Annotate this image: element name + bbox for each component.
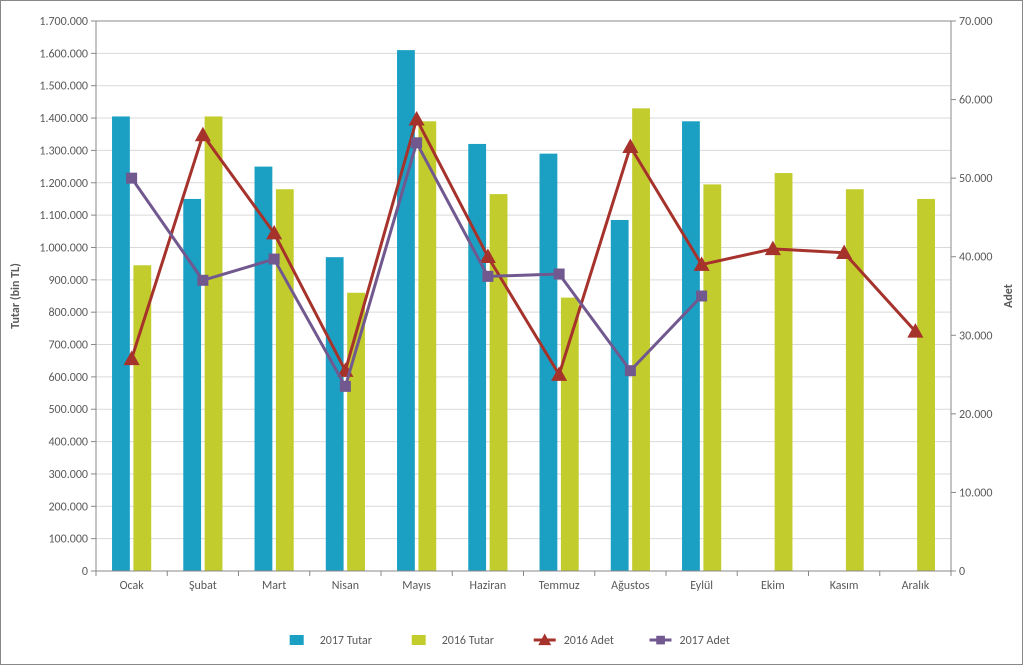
marker-s2017adet [127, 173, 137, 183]
legend-label: 2016 Tutar [442, 634, 494, 648]
bar-s2016tutar [703, 184, 721, 571]
y-left-tick-label: 500.000 [48, 403, 88, 417]
x-tick-label: Şubat [189, 579, 217, 593]
y-left-tick-label: 100.000 [48, 533, 88, 547]
y-left-tick-label: 1.300.000 [39, 144, 88, 158]
legend-swatch [290, 635, 304, 645]
y-right-tick-label: 40.000 [959, 251, 992, 265]
legend-label: 2017 Tutar [320, 634, 372, 648]
y-left-tick-label: 1.600.000 [39, 47, 88, 61]
x-tick-label: Kasım [830, 579, 859, 593]
marker-s2017adet [554, 269, 564, 279]
bar-s2017tutar [397, 50, 415, 571]
x-tick-label: Ağustos [611, 579, 650, 593]
bar-s2016tutar [205, 116, 223, 571]
x-tick-label: Mart [262, 579, 286, 593]
marker-s2017adet [625, 366, 635, 376]
y-left-tick-label: 700.000 [48, 339, 88, 353]
bar-s2017tutar [611, 220, 629, 571]
legend-swatch [412, 635, 426, 645]
y-left-tick-label: 800.000 [48, 306, 88, 320]
chart-container: 0 100.000 200.000 300.000 400.000 500.000 600.… [0, 0, 1023, 665]
bar-s2016tutar [276, 189, 294, 571]
y-left-tick-label: 1.500.000 [39, 80, 88, 94]
x-tick-label: Eylül [690, 579, 713, 593]
y-left-axis-title: Tutar (bin TL) [9, 263, 23, 329]
bar-s2016tutar [418, 121, 436, 571]
y-left-tick-label: 1.200.000 [39, 177, 88, 191]
y-left-tick-label: 0 [82, 565, 88, 579]
y-left-tick-label: 300.000 [48, 468, 88, 482]
marker-s2017adet [697, 291, 707, 301]
y-right-tick-label: 50.000 [959, 172, 992, 186]
marker-s2017adet [483, 271, 493, 281]
marker-s2017adet [269, 254, 279, 264]
plot-area [96, 21, 951, 571]
marker-s2017adet [340, 381, 350, 391]
x-tick-label: Nisan [332, 579, 359, 593]
bar-s2017tutar [326, 257, 344, 571]
bar-s2016tutar [917, 199, 935, 571]
bar-s2017tutar [540, 154, 558, 571]
y-right-tick-label: 0 [959, 565, 965, 579]
x-tick-label: Temmuz [539, 579, 580, 593]
y-right-tick-label: 10.000 [959, 486, 992, 500]
y-left-tick-label: 1.000.000 [39, 241, 88, 255]
x-tick-label: Haziran [470, 579, 507, 593]
bar-s2016tutar [632, 108, 650, 571]
marker-s2017adet [412, 138, 422, 148]
y-left-tick-label: 1.400.000 [39, 112, 88, 126]
bar-s2016tutar [490, 194, 508, 571]
x-tick-label: Mayıs [402, 579, 431, 593]
x-tick-label: Aralık [902, 579, 930, 593]
legend-label: 2016 Adet [564, 634, 614, 648]
y-left-tick-label: 1.700.000 [39, 15, 88, 29]
bar-s2016tutar [775, 173, 793, 571]
bar-s2017tutar [468, 144, 486, 571]
x-tick-label: Ekim [761, 579, 785, 593]
bar-s2016tutar [133, 265, 151, 571]
legend: 2017 Tutar 2016 Tutar 2016 Adet 2017 Adet [290, 634, 730, 648]
bar-s2017tutar [682, 121, 700, 571]
bar-s2016tutar [846, 189, 864, 571]
x-tick-label: Ocak [120, 579, 145, 593]
chart-svg: 0 100.000 200.000 300.000 400.000 500.000 600.… [1, 1, 1023, 666]
legend-label: 2017 Adet [680, 634, 730, 648]
y-right-tick-label: 30.000 [959, 329, 992, 343]
y-left-tick-label: 1.100.000 [39, 209, 88, 223]
y-right-tick-label: 20.000 [959, 408, 992, 422]
y-left-tick-label: 900.000 [48, 274, 88, 288]
y-left-tick-label: 200.000 [48, 500, 88, 514]
marker-s2017adet [198, 275, 208, 285]
bar-s2017tutar [112, 116, 130, 571]
y-right-axis-title: Adet [1002, 284, 1016, 308]
y-right-tick-label: 60.000 [959, 94, 992, 108]
y-left-tick-label: 400.000 [48, 436, 88, 450]
y-left-tick-label: 600.000 [48, 371, 88, 385]
y-right-tick-label: 70.000 [959, 15, 992, 29]
